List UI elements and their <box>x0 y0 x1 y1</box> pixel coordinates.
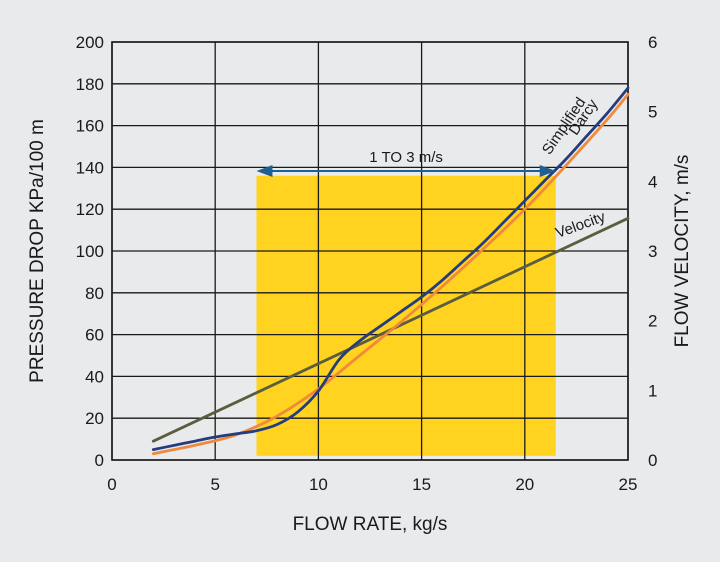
series-line-simplified <box>151 86 630 451</box>
y2-tick-label: 1 <box>648 381 657 400</box>
y2-tick-label: 4 <box>648 172 657 191</box>
annotation-arrow-head-right <box>539 164 556 177</box>
y2-tick-label: 6 <box>648 33 657 52</box>
y-tick-label: 200 <box>76 33 104 52</box>
y-tick-label: 80 <box>85 284 104 303</box>
y2-tick-label: 2 <box>648 312 657 331</box>
y2-axis-title: FLOW VELOCITY, m/s <box>672 155 693 348</box>
y-tick-label: 120 <box>76 200 104 219</box>
tick-layer: 0 5 10 15 20 25020406080100120140160180200012… <box>76 33 658 494</box>
y-tick-label: 100 <box>76 242 104 261</box>
y-tick-label: 0 <box>95 451 104 470</box>
y-tick-label: 20 <box>85 409 104 428</box>
x-tick-label: 20 <box>515 475 534 494</box>
series-layer <box>151 86 630 456</box>
y-tick-label: 60 <box>85 326 104 345</box>
x-axis-title: FLOW RATE, kg/s <box>293 514 448 535</box>
x-tick-label: 10 <box>309 475 328 494</box>
annotation-layer: 1 TO 3 m/s <box>256 149 556 177</box>
annotation-arrow-head-left <box>256 164 273 177</box>
y2-tick-label: 0 <box>648 451 657 470</box>
shaded-region <box>256 175 556 456</box>
x-tick-label: 15 <box>412 475 431 494</box>
x-tick-label: 5 <box>210 475 219 494</box>
y-tick-label: 40 <box>85 367 104 386</box>
y-axis-title: PRESSURE DROP KPa/100 m <box>27 119 48 383</box>
x-tick-label: 25 <box>619 475 638 494</box>
y2-tick-label: 5 <box>648 103 657 122</box>
x-tick-label: 0 <box>107 475 116 494</box>
annotation-label: 1 TO 3 m/s <box>369 149 443 166</box>
y-tick-label: 140 <box>76 158 104 177</box>
y-tick-label: 160 <box>76 117 104 136</box>
y2-tick-label: 3 <box>648 242 657 261</box>
y-tick-label: 180 <box>76 75 104 94</box>
shaded-region-layer <box>256 175 556 456</box>
plot-frame <box>111 41 629 461</box>
